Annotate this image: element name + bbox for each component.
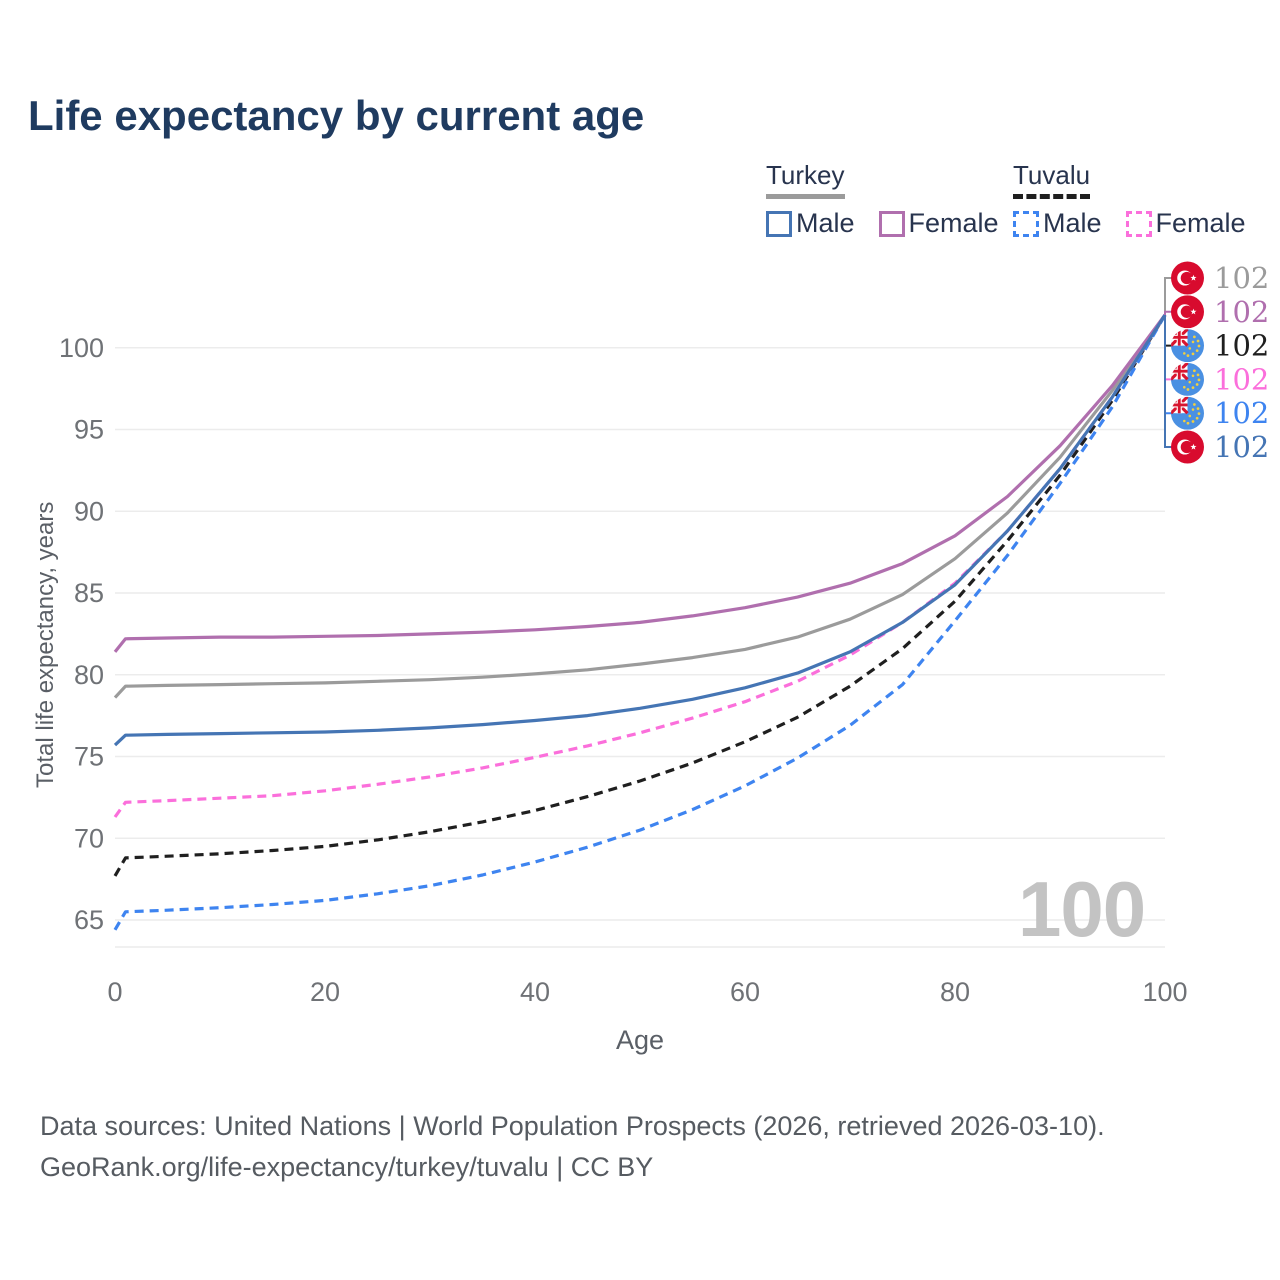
x-axis-ticks: 0 20 40 60 80 100 <box>107 977 1187 1007</box>
x-tick-label: 80 <box>940 977 970 1007</box>
turkey-male-swatch-icon <box>766 210 792 237</box>
turkey-flag-icon <box>1171 430 1204 464</box>
legend-label: Male <box>1043 208 1102 238</box>
turkey-flag-icon <box>1171 295 1204 329</box>
legend-item-tuvalu-female[interactable]: Female <box>1125 208 1246 239</box>
series-line-turkey-male <box>113 314 1167 747</box>
turkey-female-swatch-icon <box>878 210 905 237</box>
x-axis-title: Age <box>616 1025 664 1055</box>
x-tick-label: 0 <box>107 977 122 1007</box>
tuvalu-female-swatch-icon <box>1125 210 1152 237</box>
footer: Data sources: United Nations | World Pop… <box>40 1106 1105 1188</box>
legend-label: Female <box>1155 208 1246 238</box>
y-tick-label: 70 <box>74 823 104 853</box>
series-line-turkey-all <box>113 314 1167 699</box>
leader-line-turkey-male <box>1164 315 1172 448</box>
y-axis-ticks: 65 70 75 80 85 90 95 100 <box>59 333 104 935</box>
y-tick-label: 95 <box>74 415 104 445</box>
attribution-line: GeoRank.org/life-expectancy/turkey/tuval… <box>40 1152 654 1182</box>
tuvalu-flag-icon <box>1171 363 1204 396</box>
end-label-turkey-all: 102 <box>1214 261 1269 295</box>
legend-label: Male <box>796 208 855 238</box>
x-tick-label: 20 <box>310 977 340 1007</box>
legend-country-tuvalu[interactable]: Tuvalu <box>1013 160 1091 199</box>
x-tick-label: 60 <box>730 977 760 1007</box>
end-label-tuvalu-female: 102 <box>1214 362 1269 396</box>
series-line-tuvalu-male <box>113 314 1167 931</box>
gridlines <box>115 347 1165 948</box>
turkey-flag-icon <box>1171 261 1204 295</box>
leader-line-tuvalu-male <box>1164 315 1172 415</box>
legend-group-turkey: Turkey Male Female <box>766 160 999 239</box>
legend-item-turkey-female[interactable]: Female <box>878 208 999 239</box>
y-tick-label: 85 <box>74 578 104 608</box>
legend-country-turkey[interactable]: Turkey <box>766 160 845 199</box>
leader-line-turkey-all <box>1164 277 1172 315</box>
tuvalu-flag-icon <box>1171 329 1204 362</box>
y-tick-label: 80 <box>74 660 104 690</box>
end-label-tuvalu-male: 102 <box>1214 396 1269 430</box>
y-tick-label: 90 <box>74 496 104 526</box>
page-title: Life expectancy by current age <box>28 92 645 139</box>
legend-item-tuvalu-male[interactable]: Male <box>1013 208 1102 239</box>
series-line-tuvalu-all <box>113 314 1167 877</box>
x-tick-label: 100 <box>1142 977 1187 1007</box>
y-tick-label: 100 <box>59 333 104 363</box>
tuvalu-male-swatch-icon <box>1013 210 1039 237</box>
leader-line-tuvalu-female <box>1164 315 1172 381</box>
legend-label: Female <box>908 208 999 238</box>
age-counter-watermark: 100 <box>1018 865 1146 953</box>
end-label-tuvalu-all: 102 <box>1214 329 1269 363</box>
end-label-turkey-female: 102 <box>1214 295 1269 329</box>
legend-item-turkey-male[interactable]: Male <box>766 208 855 239</box>
legend-group-tuvalu: Tuvalu Male Female <box>1013 160 1246 239</box>
x-tick-label: 40 <box>520 977 550 1007</box>
y-tick-label: 65 <box>74 905 104 935</box>
end-label-turkey-male: 102 <box>1214 430 1269 464</box>
series-line-tuvalu-female <box>113 314 1167 818</box>
leader-line-tuvalu-all <box>1164 315 1172 347</box>
y-tick-label: 75 <box>74 742 104 772</box>
leader-line-turkey-female <box>1164 310 1172 315</box>
series-lines <box>113 314 1167 931</box>
series-line-turkey-female <box>113 314 1167 653</box>
tuvalu-flag-icon <box>1171 397 1204 430</box>
data-sources-line: Data sources: United Nations | World Pop… <box>40 1111 1105 1141</box>
